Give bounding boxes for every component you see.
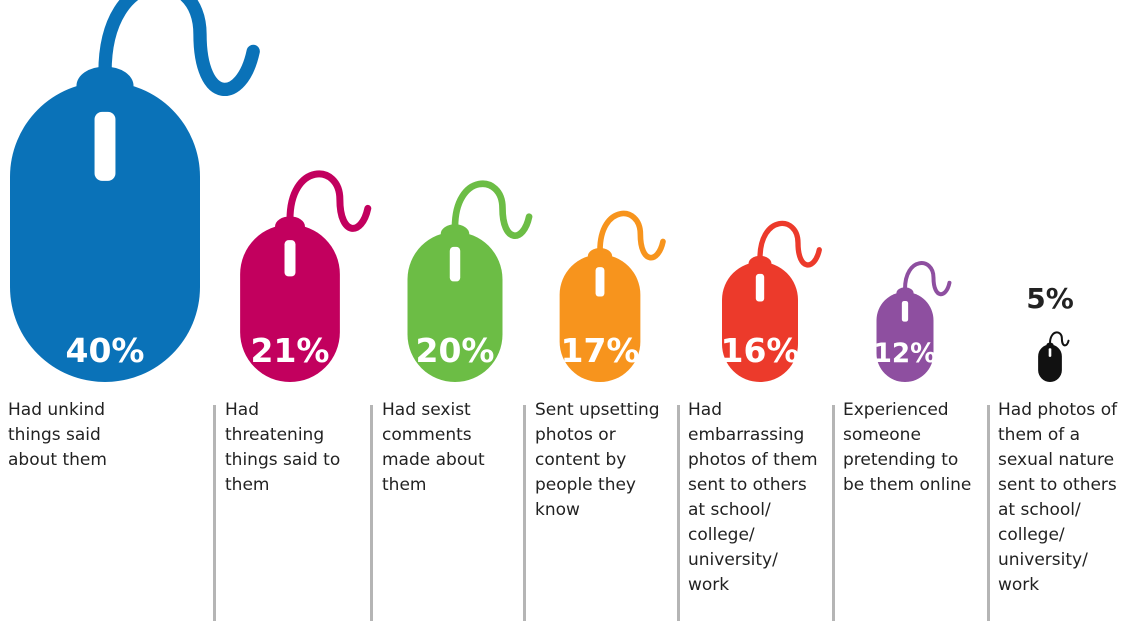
mouse-wheel [94, 111, 116, 181]
separator [370, 405, 373, 621]
mouse-cable [286, 170, 372, 232]
category-label: Had unkind things said about them [8, 400, 107, 470]
mouse-wheel [901, 300, 909, 322]
separator [987, 405, 990, 621]
value-label: 5% [1026, 282, 1074, 315]
mouse-body [1038, 344, 1062, 382]
mouse-wheel [449, 246, 461, 282]
mouse-wheel [755, 273, 765, 302]
separator [832, 405, 835, 621]
category-label: Experienced someone pretending to be the… [843, 400, 972, 495]
mouse-wheel [284, 240, 296, 277]
separator [213, 405, 216, 621]
category-label: Had sexist comments made about them [382, 400, 485, 495]
mouse-cable [451, 180, 533, 239]
mouse-cable [1049, 331, 1070, 347]
value-label: 20% [416, 331, 495, 370]
separator [677, 405, 680, 621]
category-label: Had embarrassing photos of them sent to … [688, 400, 818, 595]
mouse-body [240, 224, 340, 382]
category-label: Sent upsetting photos or content by peop… [535, 400, 660, 520]
separator [523, 405, 526, 621]
mouse-wheel [1048, 348, 1052, 357]
category-label: Had threatening things said to them [225, 400, 341, 495]
mouse-body [10, 81, 200, 383]
value-label: 12% [874, 339, 937, 369]
value-label: 17% [561, 331, 640, 370]
mouse-cable [903, 261, 952, 297]
mouse-body [876, 291, 934, 382]
mouse-body [407, 231, 503, 382]
mouse-wheel [595, 267, 605, 297]
mouse-body [559, 254, 641, 382]
value-label: 21% [251, 331, 330, 370]
mouse-body [722, 261, 798, 382]
value-label: 40% [66, 331, 145, 370]
category-label: Had photos of them of a sexual nature se… [998, 400, 1118, 595]
mouse-cable [597, 210, 666, 261]
mouse-cable [757, 220, 822, 268]
mouse-cable [98, 0, 260, 96]
value-label: 16% [721, 331, 800, 370]
